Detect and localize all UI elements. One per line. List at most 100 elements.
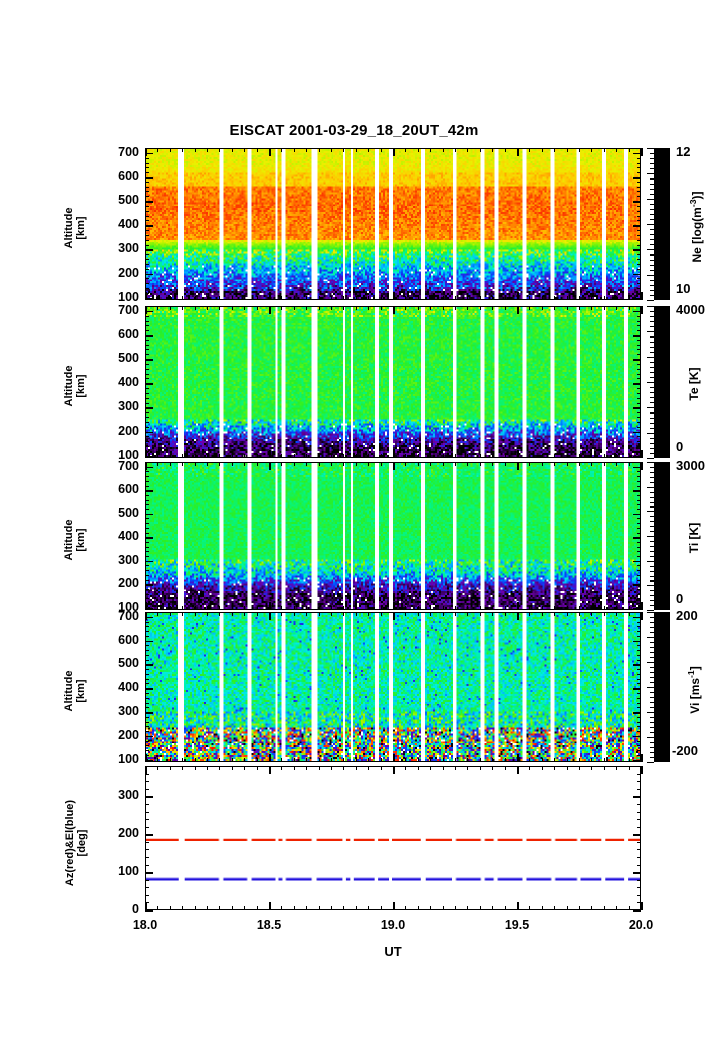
y-major-tick [633, 537, 641, 539]
y-major-tick [633, 584, 641, 586]
x-minor-tick [616, 148, 618, 152]
y-minor-tick [637, 826, 641, 828]
y-major-tick [633, 335, 641, 337]
x-minor-tick [256, 606, 258, 610]
x-minor-tick [355, 454, 357, 458]
x-minor-tick [231, 906, 233, 910]
x-minor-tick [207, 462, 208, 466]
y-tick-label: 500 [118, 505, 139, 520]
x-minor-tick [455, 462, 456, 466]
x-minor-tick [442, 454, 444, 458]
y-minor-tick [637, 499, 641, 501]
x-major-tick [393, 148, 395, 156]
x-minor-tick [455, 148, 456, 152]
y-minor-tick [637, 697, 641, 699]
colorbar-tick [650, 218, 654, 221]
colorbar-tick [650, 371, 654, 374]
y-minor-tick [145, 721, 149, 723]
x-minor-tick [182, 296, 184, 300]
x-minor-tick [244, 296, 246, 300]
x-minor-tick [616, 454, 618, 458]
y-minor-tick [145, 707, 149, 709]
colorbar-tick [647, 382, 654, 384]
x-minor-tick [368, 296, 370, 300]
y-tick-label: 400 [118, 680, 139, 695]
y-minor-tick [637, 234, 641, 236]
x-minor-tick [417, 306, 419, 310]
x-minor-tick [455, 454, 456, 458]
colorbar-vi [654, 612, 670, 762]
y-minor-tick [637, 546, 641, 548]
x-minor-tick [492, 606, 494, 610]
y-minor-tick [145, 167, 149, 169]
x-minor-tick [467, 462, 469, 466]
x-minor-tick [467, 606, 469, 610]
y-minor-tick [145, 551, 149, 553]
colorbar-max-vi: 200 [676, 608, 698, 623]
y-minor-tick [145, 441, 149, 443]
x-minor-tick [405, 148, 407, 152]
y-minor-tick [145, 445, 149, 447]
y-minor-tick [637, 421, 641, 423]
x-minor-tick [368, 612, 370, 616]
colorbar-tick [647, 712, 654, 714]
y-minor-tick [637, 788, 641, 790]
x-minor-tick [157, 612, 159, 616]
x-minor-tick [368, 606, 370, 610]
x-minor-tick [603, 148, 605, 152]
x-minor-tick [331, 766, 332, 770]
x-minor-tick [194, 462, 196, 466]
x-minor-tick [355, 612, 357, 616]
y-major-tick [633, 664, 641, 666]
x-minor-tick [343, 612, 345, 616]
x-minor-tick [492, 462, 494, 466]
x-minor-tick [231, 612, 233, 616]
y-minor-tick [637, 621, 641, 623]
y-minor-tick [145, 726, 149, 728]
colorbar-max-ti: 3000 [676, 458, 705, 473]
y-minor-tick [145, 518, 149, 520]
y-minor-tick [637, 523, 641, 525]
x-minor-tick [355, 306, 357, 310]
colorbar-tick [650, 366, 654, 368]
x-minor-tick [219, 462, 221, 466]
x-minor-tick [355, 296, 357, 300]
y-major-tick [633, 201, 641, 203]
x-minor-tick [554, 906, 556, 910]
x-minor-tick [405, 296, 407, 300]
x-minor-tick [256, 612, 258, 616]
x-minor-tick [467, 296, 469, 300]
y-minor-tick [637, 283, 641, 285]
x-minor-tick [169, 612, 171, 616]
y-minor-tick [145, 593, 149, 595]
x-tick-label: 19.0 [380, 918, 406, 932]
y-minor-tick [637, 745, 641, 747]
x-minor-tick [554, 454, 556, 458]
colorbar-tick [650, 284, 654, 286]
y-tick-label: 400 [118, 217, 139, 232]
x-minor-tick [479, 766, 481, 770]
x-tick-label: 19.5 [504, 918, 530, 932]
y-minor-tick [145, 841, 149, 843]
colorbar-tick [647, 637, 654, 639]
x-major-tick [145, 306, 147, 314]
heatmap-panel-ne [145, 148, 641, 300]
colorbar-min-vi: -200 [672, 743, 699, 758]
y-axis-label-te: Altitude [km] [63, 365, 87, 407]
y-minor-tick [637, 354, 641, 356]
y-tick-label: 200 [118, 265, 139, 280]
x-major-tick [393, 754, 395, 762]
y-minor-tick [637, 518, 641, 520]
y-major-tick [145, 310, 153, 313]
x-minor-tick [628, 296, 630, 300]
y-tick-label: 600 [118, 632, 139, 647]
colorbar-tick [650, 575, 654, 577]
colorbar-tick [647, 511, 654, 513]
y-tick-label: 700 [118, 144, 139, 159]
x-minor-tick [554, 306, 556, 310]
x-minor-tick [566, 454, 568, 458]
x-minor-tick [430, 766, 432, 770]
y-minor-tick [145, 283, 149, 285]
x-minor-tick [405, 612, 407, 616]
y-axis-label-ne: Altitude [km] [63, 207, 87, 249]
